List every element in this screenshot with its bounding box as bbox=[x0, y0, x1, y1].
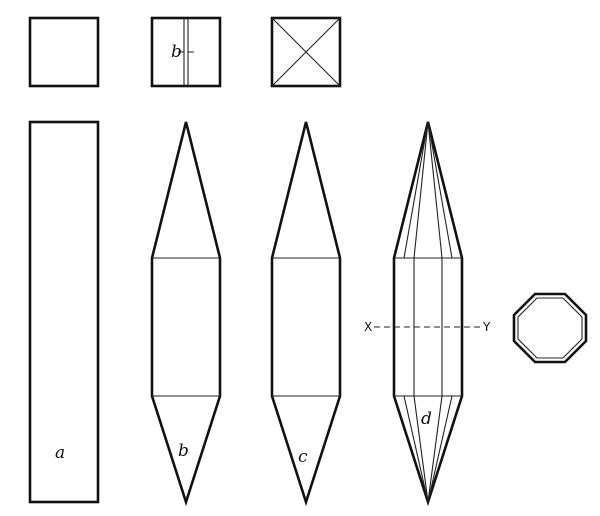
small-label-b: b bbox=[171, 42, 182, 62]
label-a: a bbox=[55, 443, 65, 463]
label-c: c bbox=[298, 447, 308, 467]
label-d: d bbox=[421, 409, 432, 429]
end-view-square-c bbox=[270, 16, 342, 88]
label-b: b bbox=[178, 441, 189, 461]
shape-a bbox=[28, 120, 100, 504]
shape-c bbox=[270, 121, 342, 507]
shape-d bbox=[392, 121, 464, 507]
end-view-square-b: b bbox=[150, 16, 222, 88]
shape-b bbox=[150, 121, 222, 507]
label-x: X bbox=[364, 320, 372, 334]
end-view-square-a bbox=[28, 16, 100, 88]
label-y: Y bbox=[482, 320, 491, 334]
octagon-section bbox=[512, 292, 588, 364]
